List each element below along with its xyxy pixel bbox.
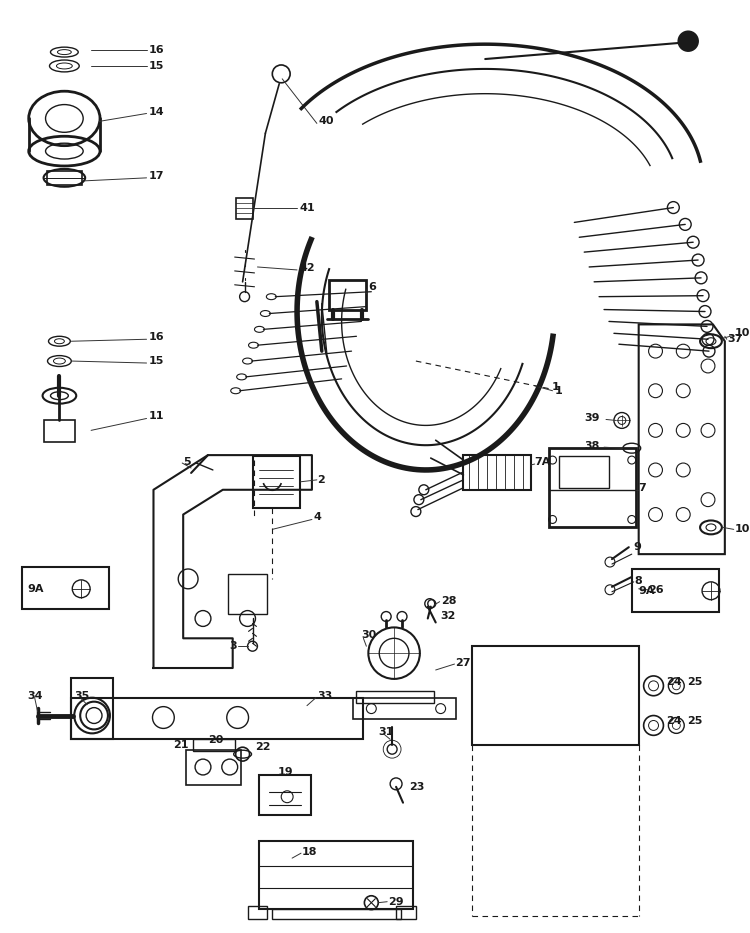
Text: 16: 16	[148, 332, 164, 342]
Text: 31: 31	[378, 728, 394, 737]
Text: 11: 11	[148, 411, 164, 422]
Text: 33: 33	[316, 690, 332, 701]
Text: 22: 22	[256, 743, 271, 752]
Bar	[71, 678, 113, 739]
Bar	[356, 690, 434, 703]
Bar	[548, 448, 636, 527]
Text: 6: 6	[368, 282, 376, 292]
Bar	[472, 647, 639, 745]
Text: 20: 20	[208, 735, 224, 745]
Circle shape	[678, 32, 698, 51]
Text: 5: 5	[183, 457, 190, 467]
Bar	[193, 739, 235, 751]
Text: 32: 32	[441, 610, 456, 620]
Text: 17: 17	[148, 171, 164, 181]
Bar	[632, 569, 719, 611]
Text: 41: 41	[299, 202, 315, 213]
Bar	[260, 842, 413, 909]
Text: 1: 1	[554, 385, 562, 396]
Text: 25: 25	[687, 676, 703, 687]
Text: 16: 16	[148, 45, 164, 55]
Text: 7A: 7A	[535, 457, 551, 467]
Bar	[272, 909, 401, 918]
Text: 19: 19	[278, 767, 293, 777]
Text: 34: 34	[28, 690, 44, 701]
Text: 18: 18	[302, 847, 317, 857]
Text: 10: 10	[735, 524, 750, 535]
Text: 9A: 9A	[639, 586, 656, 596]
Bar	[44, 421, 75, 442]
Text: 39: 39	[584, 413, 600, 424]
Text: 15: 15	[148, 356, 164, 366]
Text: 9: 9	[634, 542, 641, 552]
Text: 15: 15	[148, 61, 164, 71]
Text: 42: 42	[299, 263, 315, 273]
Text: 40: 40	[319, 117, 334, 126]
Text: 26: 26	[649, 585, 664, 594]
Bar	[22, 567, 109, 608]
Bar	[464, 455, 531, 490]
Bar	[253, 456, 300, 508]
Text: 24: 24	[667, 717, 682, 727]
Bar	[328, 280, 367, 310]
Bar	[228, 574, 267, 614]
Bar	[396, 906, 416, 918]
Text: 10: 10	[735, 328, 750, 339]
Text: 30: 30	[362, 631, 376, 640]
Text: 37: 37	[728, 334, 743, 344]
Bar	[71, 698, 364, 739]
Text: 4: 4	[314, 512, 322, 522]
Bar	[352, 698, 457, 719]
Text: 38: 38	[584, 441, 599, 452]
Text: 14: 14	[148, 106, 164, 117]
Text: 23: 23	[409, 782, 424, 792]
Bar	[560, 456, 609, 488]
Text: 7: 7	[639, 482, 646, 493]
Text: 24: 24	[667, 676, 682, 687]
Bar	[186, 750, 241, 785]
Text: 35: 35	[74, 690, 89, 701]
Text: 3: 3	[230, 641, 237, 651]
Text: 8: 8	[634, 576, 643, 586]
Bar	[260, 775, 311, 815]
Text: 9A: 9A	[28, 584, 44, 593]
Text: 2: 2	[316, 475, 325, 485]
Text: 21: 21	[173, 740, 189, 750]
Text: 29: 29	[388, 897, 404, 907]
Bar	[46, 171, 82, 185]
Text: 25: 25	[687, 717, 703, 727]
Text: 1: 1	[551, 382, 560, 392]
Text: 27: 27	[455, 658, 471, 668]
Bar	[236, 198, 254, 219]
Text: 28: 28	[441, 595, 456, 606]
Bar	[248, 906, 267, 918]
